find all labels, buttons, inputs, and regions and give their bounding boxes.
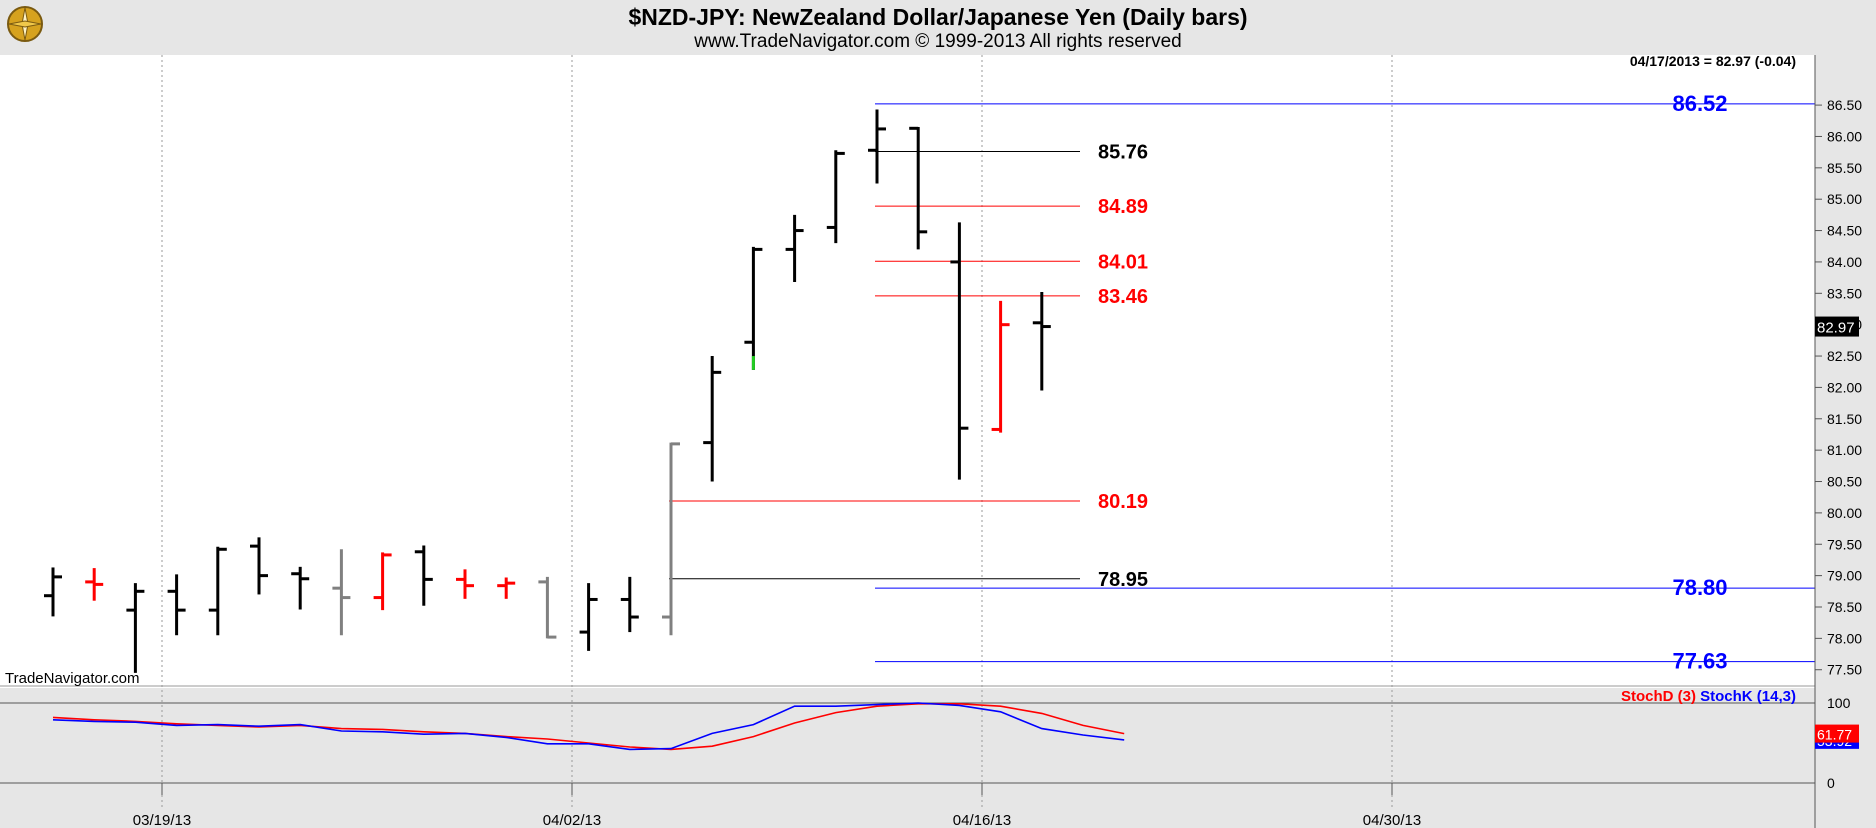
plot-background [0,55,1815,688]
ohlc-bar [991,300,1010,433]
x-tick-label: 03/19/13 [133,812,191,828]
ohlc-bar [85,568,104,601]
price-levels: 86.52 85.76 84.89 84.01 83.46 80.19 78.95 78.80… [669,91,1815,674]
ohlc-bar [538,576,557,639]
y-tick-label: 82.50 [1827,348,1862,364]
ohlc-bar [703,356,722,482]
stoch-legend: StochD (3) StochK (14,3) [1621,688,1796,705]
level-label: 77.63 [1672,649,1727,674]
y-tick-label: 78.00 [1827,630,1862,646]
chart-header: $NZD-JPY: NewZealand Dollar/Japanese Yen… [0,0,1876,55]
ohlc-bar [456,569,474,599]
y-tick-label: 86.00 [1827,128,1862,144]
y-tick-label: 78.50 [1827,599,1862,615]
level-label: 86.52 [1672,91,1727,116]
y-tick-label: 81.50 [1827,411,1862,427]
ohlc-bar [44,567,62,617]
y-tick-label: 80.00 [1827,505,1862,521]
ohlc-bar [826,150,845,244]
y-tick-label: 82.00 [1827,379,1862,395]
y-axis-ticks: 86.5086.0085.5085.0084.5084.0083.5083.00… [1815,97,1862,791]
ohlc-bar [620,576,639,633]
y-tick-label: 80.50 [1827,474,1862,490]
last-price-value: 82.97 [1817,320,1855,337]
y-tick-label: 83.50 [1827,285,1862,301]
y-tick-label: 79.50 [1827,536,1862,552]
legend-stochk: StochK (14,3) [1700,688,1796,705]
ohlc-bar [950,222,969,480]
watermark: TradeNavigator.com [5,670,140,687]
ohlc-bar [1032,292,1051,391]
ohlc-bar [909,126,928,250]
x-tick-label: 04/30/13 [1363,812,1421,828]
level-label: 83.46 [1098,286,1148,308]
ohlc-bar [373,552,392,611]
y-tick-label: 84.00 [1827,254,1862,270]
y-tick-label: 77.50 [1827,662,1862,678]
ohlc-bar [208,546,227,636]
level-label: 78.80 [1672,575,1727,600]
level-label: 84.01 [1098,251,1148,273]
last-price-info: 04/17/2013 = 82.97 (-0.04) [1630,53,1796,69]
ohlc-bar [126,583,145,673]
x-tick-label: 04/02/13 [543,812,601,828]
chart-subtitle: www.TradeNavigator.com © 1999-2013 All r… [694,31,1182,52]
x-tick-label: 04/16/13 [953,812,1011,828]
level-label: 85.76 [1098,142,1148,164]
legend-stochd: StochD (3) [1621,688,1696,705]
ohlc-bar [414,545,433,606]
stoch-line-d [52,702,1125,751]
level-label: 80.19 [1098,491,1148,513]
y-tick-label: 85.00 [1827,191,1862,207]
last-price-marker [1815,316,1859,337]
y-tick-label: 86.50 [1827,97,1862,113]
y-tick-label: 85.50 [1827,160,1862,176]
ohlc-bar [785,214,804,283]
x-axis-ticks: 03/19/13 04/02/13 04/16/13 04/30/13 [133,783,1421,828]
stochd-last-value: 61.77 [1817,727,1852,743]
stoch-tick-label: 0 [1827,775,1835,791]
stochd-last-marker [1815,724,1859,743]
stoch-line-k [52,702,1125,751]
y-tick-label: 79.00 [1827,568,1862,584]
stoch-tick-label: 100 [1827,695,1851,711]
chart-title: $NZD-JPY: NewZealand Dollar/Japanese Yen… [628,4,1248,30]
ohlc-bar [497,577,516,599]
ohlc-bar [250,537,268,595]
ohlc-bar [579,583,598,651]
stochastic-panel [52,702,1125,751]
level-label: 78.95 [1098,569,1148,591]
vertical-grid [161,55,1393,810]
ohlc-bar [167,574,186,636]
ohlc-bar [868,109,886,184]
trade-navigator-logo-icon [7,6,43,42]
price-bars [44,109,1051,673]
y-tick-label: 81.00 [1827,442,1862,458]
level-label: 84.89 [1098,196,1148,218]
ohlc-bar [744,246,763,370]
last-price-box: 82.9753.9261.77 [1815,316,1859,749]
y-tick-label: 84.50 [1827,223,1862,239]
ohlc-bar [662,442,680,636]
ohlc-bar [291,566,310,610]
ohlc-bar [332,549,351,636]
